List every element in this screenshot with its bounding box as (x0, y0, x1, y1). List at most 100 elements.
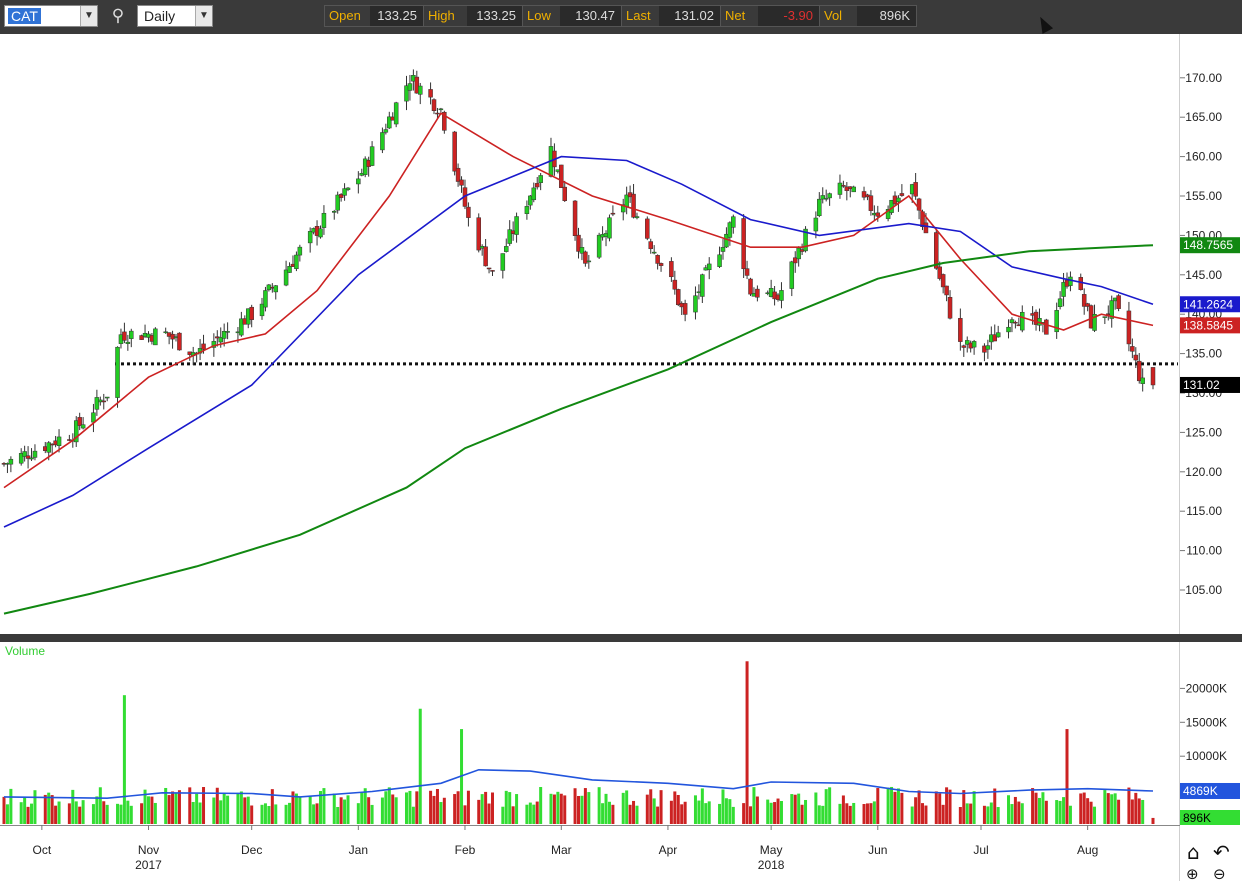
volume-bar (219, 800, 223, 824)
candle-body (104, 396, 110, 399)
candle-body (273, 285, 279, 293)
candle-body (80, 424, 86, 429)
candle-body (779, 290, 784, 301)
candle-body (1116, 295, 1121, 309)
volume-last-badge (1180, 810, 1240, 825)
volume-bar (632, 800, 636, 824)
volume-bar (938, 793, 942, 824)
volume-bar (563, 795, 567, 824)
candle-body (748, 278, 753, 295)
candle-body (744, 268, 750, 276)
home-icon[interactable]: ⌂ (1187, 840, 1200, 864)
volume-bar (501, 806, 505, 824)
candle-body (861, 191, 867, 198)
candle-body (572, 200, 578, 236)
candle-body (792, 257, 798, 264)
volume-bar (862, 804, 866, 824)
volume-bar (119, 804, 123, 824)
volume-bar (198, 802, 202, 824)
candle-body (645, 218, 650, 239)
volume-bar (215, 787, 219, 824)
volume-bar (270, 789, 274, 824)
volume-bar (776, 798, 780, 824)
quote-value: 133.25 (370, 6, 423, 26)
volume-bar (404, 792, 408, 824)
volume-bar (250, 805, 254, 824)
symbol-input[interactable]: CAT ▼ (4, 5, 98, 27)
volume-bar (800, 804, 804, 824)
volume-bar (804, 799, 808, 824)
search-icon[interactable]: ⚲ (111, 6, 125, 25)
period-select[interactable]: Daily ▼ (137, 5, 213, 27)
volume-bar (752, 787, 756, 824)
quote-value: -3.90 (758, 6, 819, 26)
volume-bar (1034, 792, 1038, 824)
quote-label: High (424, 6, 470, 26)
candle-body (321, 212, 327, 228)
volume-bar (817, 805, 821, 824)
candle-body (1044, 319, 1049, 335)
undo-icon[interactable]: ↶ (1213, 840, 1230, 864)
volume-bar (535, 801, 539, 824)
candle-body (294, 254, 299, 269)
volume-bar (284, 804, 288, 824)
volume-bar (769, 802, 773, 824)
volume-bar (167, 795, 171, 824)
candle-body (803, 228, 808, 252)
candle-body (837, 182, 843, 195)
volume-bar (749, 806, 753, 824)
volume-bar (704, 803, 708, 824)
volume-bar (941, 804, 945, 824)
candle-body (934, 232, 939, 269)
volume-bar (391, 794, 395, 824)
volume-bar (649, 789, 653, 824)
quote-label: Open (325, 6, 373, 26)
volume-bar (236, 792, 240, 824)
period-dropdown-icon[interactable]: ▼ (195, 6, 212, 26)
volume-bar (363, 788, 367, 824)
volume-bar (779, 801, 783, 824)
candle-body (29, 457, 34, 460)
x-tick-label: Dec (241, 843, 262, 857)
panel-separator (0, 634, 1242, 642)
volume-bar (384, 791, 388, 824)
volume-bar (360, 792, 364, 824)
candle-body (1006, 326, 1011, 333)
candle-body (1092, 314, 1097, 331)
candle-body (8, 458, 14, 465)
volume-bar (5, 804, 9, 824)
symbol-dropdown-icon[interactable]: ▼ (80, 6, 97, 26)
volume-bar (910, 806, 914, 824)
volume-bar (140, 803, 144, 824)
volume-bar (625, 790, 629, 824)
candle-body (1150, 367, 1156, 386)
volume-bar (418, 708, 422, 824)
x-tick-label: Apr (659, 843, 678, 857)
zoom-out-icon[interactable]: ⊖ (1213, 865, 1226, 881)
zoom-in-icon[interactable]: ⊕ (1186, 865, 1199, 881)
candle-body (218, 337, 223, 343)
volume-bar (1058, 800, 1062, 824)
candle-body (562, 186, 567, 201)
volume-bar (1141, 799, 1145, 824)
volume-bar (1137, 798, 1141, 824)
volume-bar (597, 787, 601, 824)
candle-body (1081, 294, 1087, 307)
volume-bar (370, 804, 374, 824)
candle-body (239, 318, 244, 336)
volume-bar (129, 805, 133, 824)
volume-bar (71, 789, 75, 824)
candle-body (620, 204, 626, 213)
volume-bar (339, 797, 343, 824)
candle-body (913, 182, 918, 197)
volume-bar (848, 805, 852, 824)
y-tick-label: 155.00 (1185, 189, 1222, 203)
year-label: 2017 (135, 858, 162, 872)
volume-bar (43, 794, 47, 824)
volume-bar (116, 803, 120, 824)
candle-body (796, 247, 801, 260)
y-tick-label: 105.00 (1185, 583, 1222, 597)
year-label: 2018 (758, 858, 785, 872)
volume-bar (50, 795, 54, 824)
